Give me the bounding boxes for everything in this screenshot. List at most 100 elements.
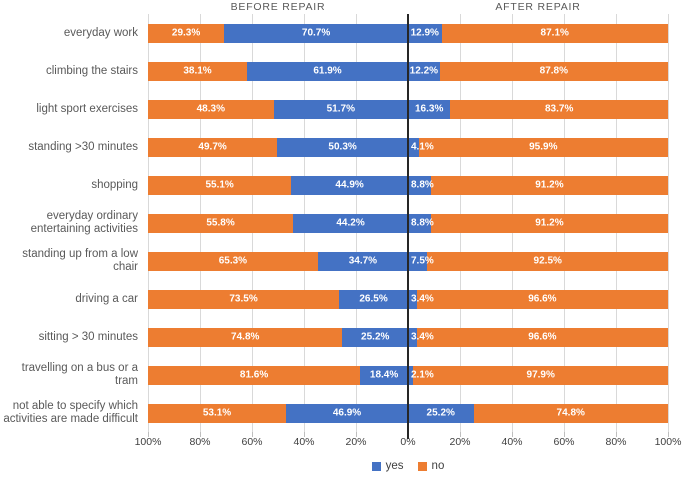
x-axis: 100% 80% 60% 40% 20% 0% 20% 40% 60% 80% 100% — [135, 436, 682, 450]
bar-row: 48.3% 51.7% 16.3% 83.7% — [148, 99, 668, 119]
category-label: not able to specify which activities are… — [3, 400, 138, 425]
bar-segment-before-yes: 70.7% — [224, 23, 408, 43]
bar-segment-before-no: 53.1% — [148, 403, 287, 423]
bar-value-label: 49.7% — [198, 141, 227, 153]
bar-segment-after-yes: 3.4% — [407, 327, 434, 347]
bar-segment-after-no: 91.2% — [430, 175, 668, 195]
axis-tick — [355, 432, 357, 437]
bar-value-label: 53.1% — [202, 407, 232, 419]
legend-item-no: no — [417, 460, 444, 472]
bar-value-label: 2.1% — [410, 369, 434, 381]
bar-row: 65.3% 34.7% 7.5% 92.5% — [148, 251, 668, 271]
bar-segment-after-no: 97.9% — [413, 365, 668, 385]
bar-value-label: 91.2% — [535, 179, 564, 191]
legend: yes no — [148, 460, 668, 472]
bar-segment-before-yes: 26.5% — [339, 289, 408, 309]
bar-value-label: 44.2% — [336, 217, 365, 229]
axis-tick — [303, 432, 305, 437]
bar-segment-before-no: 65.3% — [148, 251, 318, 271]
axis-tick — [459, 432, 461, 437]
bar-value-label: 96.6% — [528, 331, 557, 343]
bar-value-label: 81.6% — [239, 369, 269, 381]
bar-value-label: 3.4% — [410, 293, 434, 305]
bar-segment-after-yes: 4.1% — [407, 137, 434, 157]
axis-tick — [251, 432, 253, 437]
bar-segment-after-no: 96.6% — [416, 327, 668, 347]
bar-segment-after-no: 96.6% — [416, 289, 668, 309]
bar-value-label: 97.9% — [526, 369, 555, 381]
bar-value-label: 46.9% — [332, 407, 362, 419]
bar-value-label: 25.2% — [426, 407, 455, 419]
bar-value-label: 29.3% — [171, 27, 201, 39]
category-label: everyday ordinary entertaining activitie… — [30, 210, 138, 235]
bar-row: 49.7% 50.3% 4.1% 95.9% — [148, 137, 668, 157]
bar-segment-before-no: 29.3% — [148, 23, 225, 43]
panel-title-after-repair: AFTER REPAIR — [495, 1, 581, 13]
bar-value-label: 55.1% — [205, 179, 234, 191]
axis-tick — [199, 432, 201, 437]
bar-segment-before-yes: 51.7% — [273, 99, 408, 119]
bar-value-label: 70.7% — [301, 27, 331, 39]
bar-value-label: 92.5% — [533, 255, 562, 267]
bar-segment-after-yes: 8.8% — [407, 213, 434, 233]
bar-value-label: 74.8% — [231, 331, 260, 343]
bar-segment-before-no: 48.3% — [148, 99, 274, 119]
bar-segment-after-yes: 8.8% — [407, 175, 434, 195]
bar-segment-after-no: 87.8% — [439, 61, 668, 81]
bar-value-label: 55.8% — [206, 217, 235, 229]
bar-value-label: 61.9% — [313, 65, 342, 77]
bar-segment-after-yes: 16.3% — [407, 99, 451, 119]
legend-swatch-yes — [371, 461, 381, 471]
bar-row: 53.1% 46.9% 25.2% 74.8% — [148, 403, 668, 423]
bar-segment-before-yes: 50.3% — [277, 137, 408, 157]
bar-value-label: 48.3% — [196, 103, 225, 115]
axis-tick-label: 80% — [605, 436, 627, 448]
bar-value-label: 12.2% — [409, 65, 439, 77]
bar-segment-after-no: 87.1% — [441, 23, 668, 43]
bar-segment-before-yes: 18.4% — [360, 365, 408, 385]
axis-tick — [511, 432, 513, 437]
bar-value-label: 38.1% — [183, 65, 212, 77]
axis-tick-label: 20% — [345, 436, 367, 448]
bar-segment-before-no: 55.8% — [148, 213, 294, 233]
bar-row: 81.6% 18.4% 2.1% 97.9% — [148, 365, 668, 385]
bar-value-label: 74.8% — [556, 407, 585, 419]
bar-segment-after-no: 91.2% — [430, 213, 668, 233]
category-label: climbing the stairs — [45, 64, 138, 77]
bar-value-label: 96.6% — [528, 293, 557, 305]
bar-value-label: 87.1% — [540, 27, 569, 39]
bar-segment-before-yes: 34.7% — [317, 251, 408, 271]
bar-value-label: 34.7% — [348, 255, 378, 267]
zero-axis-line — [407, 14, 409, 439]
axis-tick-label: 40% — [293, 436, 315, 448]
bar-row: 38.1% 61.9% 12.2% 87.8% — [148, 61, 668, 81]
bar-value-label: 26.5% — [359, 293, 388, 305]
bar-segment-before-no: 81.6% — [148, 365, 361, 385]
bar-value-label: 7.5% — [410, 255, 434, 267]
bar-segment-after-yes: 12.9% — [407, 23, 442, 43]
bar-segment-before-yes: 46.9% — [286, 403, 408, 423]
bar-value-label: 65.3% — [218, 255, 248, 267]
gridline — [667, 14, 669, 432]
bar-value-label: 44.9% — [335, 179, 364, 191]
bar-value-label: 91.2% — [535, 217, 564, 229]
category-label: shopping — [91, 178, 138, 191]
bar-value-label: 16.3% — [414, 103, 444, 115]
bar-row: 55.1% 44.9% 8.8% 91.2% — [148, 175, 668, 195]
bar-segment-after-no: 74.8% — [473, 403, 668, 423]
bar-value-label: 25.2% — [361, 331, 390, 343]
category-label: standing >30 minutes — [28, 140, 138, 153]
axis-tick — [667, 432, 669, 437]
category-label: driving a car — [75, 292, 138, 305]
bar-segment-before-no: 55.1% — [148, 175, 292, 195]
bar-value-label: 8.8% — [410, 217, 434, 229]
bar-row: 74.8% 25.2% 3.4% 96.6% — [148, 327, 668, 347]
bar-value-label: 50.3% — [328, 141, 357, 153]
bar-row: 29.3% 70.7% 12.9% 87.1% — [148, 23, 668, 43]
category-label: everyday work — [63, 26, 138, 39]
bar-segment-after-yes: 12.2% — [407, 61, 440, 81]
bar-segment-before-no: 38.1% — [148, 61, 248, 81]
axis-tick-label: 60% — [241, 436, 263, 448]
bar-segment-after-yes: 3.4% — [407, 289, 434, 309]
legend-item-yes: yes — [371, 460, 404, 472]
